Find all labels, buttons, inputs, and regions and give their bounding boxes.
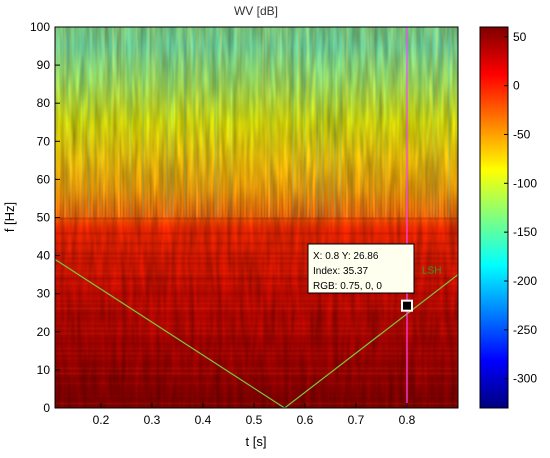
y-tick-label: 50 [37,211,51,225]
colorbar-ticks: 50 0 -50 -100 -150 -200 -250 -300 [504,30,537,386]
datatip-box [307,243,415,294]
x-tick-label: 0.8 [399,413,416,427]
colorbar-tick-label: 0 [513,79,520,93]
spectrogram-plot: LSH X: 0.8 Y: 26.86 Index: 35.37 RGB: 0.… [54,26,459,409]
spectrogram-noise [55,27,458,408]
x-tick-label: 0.6 [297,413,314,427]
y-tick-label: 40 [37,249,51,263]
x-tick-label: 0.2 [93,413,110,427]
y-tick-label: 60 [37,172,51,186]
y-tick-label: 0 [43,401,50,415]
chart-title: WV [dB] [234,4,278,18]
colorbar-gradient [479,26,509,409]
y-tick-label: 90 [37,58,51,72]
datatip[interactable]: X: 0.8 Y: 26.86 Index: 35.37 RGB: 0.75, … [307,243,415,294]
x-tick-label: 0.7 [348,413,365,427]
y-tick-label: 20 [37,325,51,339]
y-tick-label: 30 [37,287,51,301]
y-axis-label: f [Hz] [2,202,17,232]
y-tick-label: 100 [30,20,50,34]
x-tick-label: 0.5 [246,413,263,427]
datatip-index: Index: 35.37 [313,266,368,277]
datatip-rgb: RGB: 0.75, 0, 0 [313,281,382,292]
lsh-ridge-line [55,258,458,408]
x-axis-label: t [s] [246,434,267,449]
x-axis: 0.2 0.3 0.4 0.5 0.6 0.7 0.8 [93,403,416,427]
colorbar-tick-label: -100 [513,176,537,190]
colorbar-tick-label: -150 [513,225,537,239]
colorbar-tick-label: 50 [513,30,527,44]
colorbar-tick-label: -200 [513,274,537,288]
y-tick-label: 10 [37,363,51,377]
lsh-label: LSH [422,266,441,277]
x-tick-label: 0.3 [144,413,161,427]
y-axis: 0 10 20 30 40 50 60 70 80 90 100 [30,20,60,415]
datatip-xy: X: 0.8 Y: 26.86 [313,251,379,262]
colorbar-tick-label: -300 [513,372,537,386]
colorbar: 50 0 -50 -100 -150 -200 -250 -300 [479,26,537,409]
colorbar-tick-label: -50 [513,127,531,141]
y-tick-label: 70 [37,134,51,148]
x-tick-label: 0.4 [195,413,212,427]
colorbar-tick-label: -250 [513,323,537,337]
datatip-marker[interactable] [400,299,413,312]
y-tick-label: 80 [37,96,51,110]
